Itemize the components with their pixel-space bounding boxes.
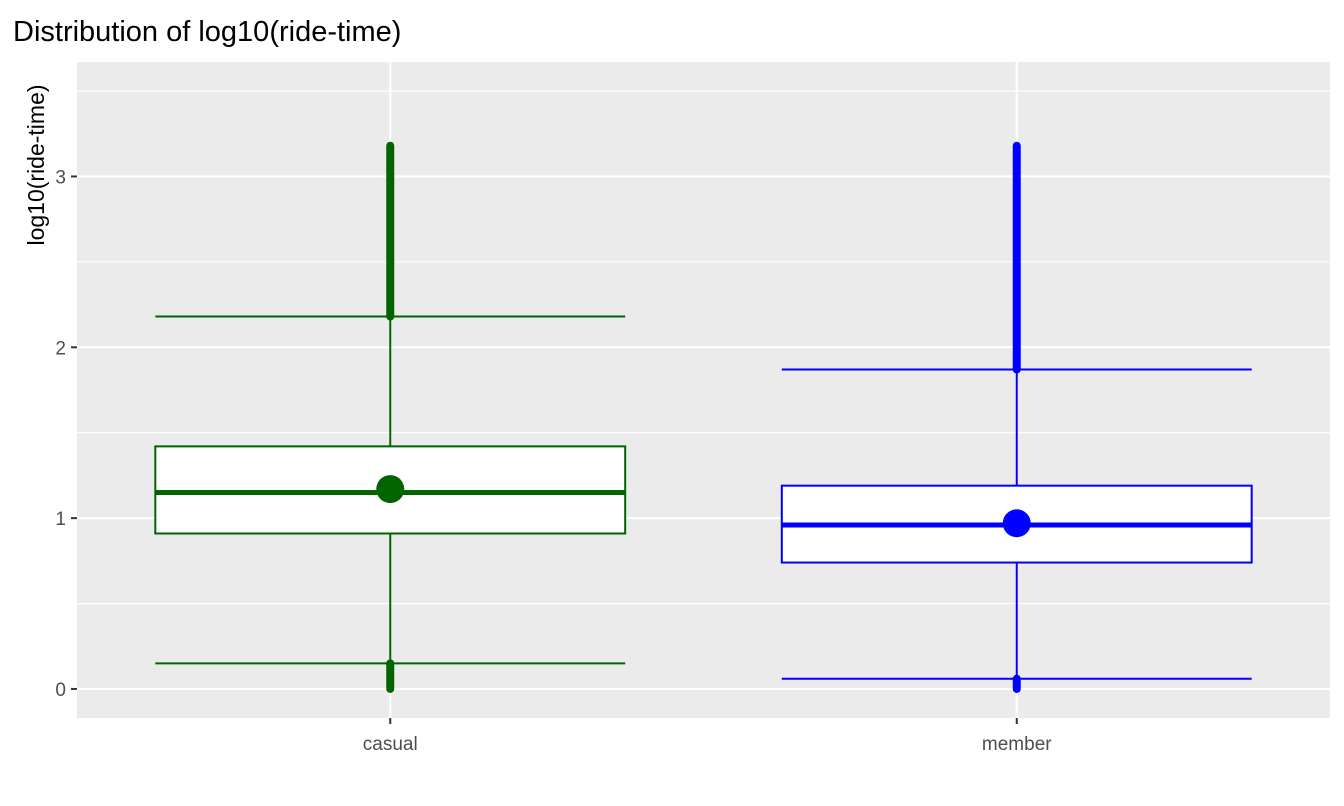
boxes bbox=[154, 141, 1253, 693]
x-axis: casual member bbox=[363, 718, 1052, 755]
box-member bbox=[780, 141, 1253, 693]
y-axis: 0 1 2 3 bbox=[55, 167, 77, 701]
box-casual bbox=[154, 141, 627, 693]
y-tick-label: 2 bbox=[55, 338, 66, 359]
mean-point bbox=[376, 475, 405, 504]
chart-title: Distribution of log10(ride-time) bbox=[13, 16, 401, 48]
minor-gridlines bbox=[77, 90, 1330, 605]
mean-point bbox=[1002, 509, 1031, 538]
y-tick-label: 0 bbox=[55, 680, 66, 701]
x-tick-label-member: member bbox=[982, 734, 1052, 755]
y-tick-label: 1 bbox=[55, 509, 66, 530]
x-tick-label-casual: casual bbox=[363, 734, 418, 755]
y-tick-label: 3 bbox=[55, 167, 66, 188]
plot-panel bbox=[77, 62, 1330, 718]
y-axis-title: log10(ride-time) bbox=[23, 84, 49, 245]
